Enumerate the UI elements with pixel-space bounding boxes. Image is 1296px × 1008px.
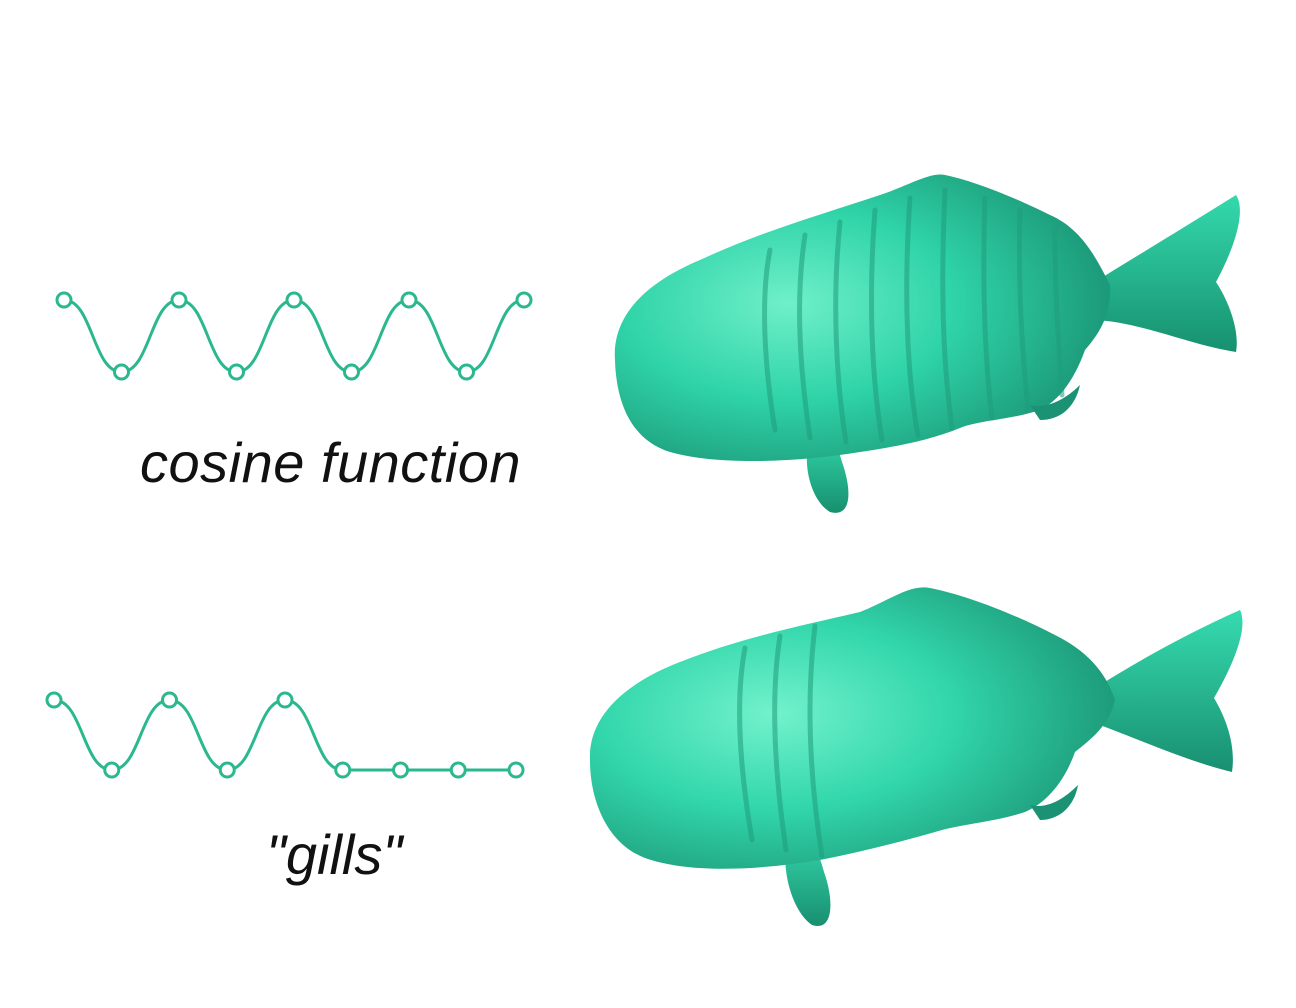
control-point — [285, 291, 303, 309]
cosine-curve-line — [63, 298, 525, 374]
fish-body — [589, 587, 1115, 869]
gills-label: "gills" — [266, 823, 404, 886]
gills-control-points — [45, 691, 525, 779]
ventral-fin — [1030, 385, 1080, 420]
cosine-graphic: cosine function — [55, 174, 1240, 513]
gills-graphic: "gills" — [45, 587, 1243, 926]
ventral-fin — [1030, 785, 1078, 820]
control-point — [55, 291, 73, 309]
control-point — [515, 291, 533, 309]
gills-curve-line — [53, 698, 516, 772]
body-ridges — [762, 187, 1065, 445]
gills-curve — [45, 691, 525, 779]
control-point — [170, 291, 188, 309]
fish-illustration-gills — [589, 587, 1243, 926]
cosine-panel: cosine function — [55, 174, 1240, 513]
control-point — [103, 761, 121, 779]
control-point — [113, 363, 130, 381]
control-point — [218, 761, 236, 779]
cosine-control-points — [55, 291, 533, 381]
control-point — [449, 761, 467, 779]
tail-fin — [1100, 610, 1243, 772]
control-point — [334, 761, 352, 779]
fish-illustration-cosine — [614, 174, 1240, 513]
gill-ridges — [737, 623, 825, 859]
gills-panel: "gills" — [0, 540, 1296, 1008]
control-point — [507, 761, 525, 779]
control-point — [45, 691, 63, 709]
control-point — [276, 691, 294, 709]
tail-fin — [1090, 195, 1240, 352]
control-point — [400, 291, 418, 309]
control-point — [343, 363, 360, 381]
cosine-curve — [55, 291, 533, 381]
cosine-function-label: cosine function — [140, 431, 521, 494]
control-point — [228, 363, 245, 381]
fish-body — [614, 174, 1111, 462]
control-point — [392, 761, 409, 779]
control-point — [458, 363, 475, 381]
control-point — [161, 691, 178, 709]
